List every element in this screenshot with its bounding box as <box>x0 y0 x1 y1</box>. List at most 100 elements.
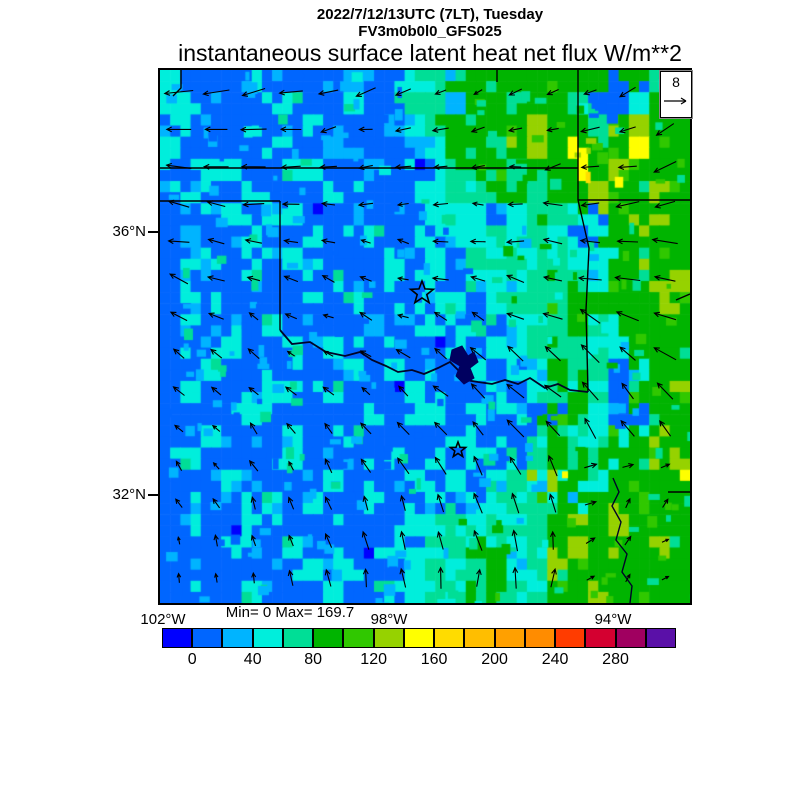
wind-vector-arrow <box>361 530 370 550</box>
colorbar-cell <box>494 628 525 648</box>
wind-vector-arrow <box>358 126 373 133</box>
wind-vector-arrow <box>584 462 598 469</box>
wind-vector-arrow <box>615 311 639 322</box>
wind-vector-arrow <box>176 572 182 583</box>
wind-reference-arrow-icon <box>664 97 687 105</box>
wind-vector-arrow <box>622 463 635 469</box>
wind-vector-arrow <box>319 164 337 170</box>
map-frame <box>158 68 692 605</box>
wind-vector-arrow <box>210 348 223 359</box>
wind-vector-arrow <box>394 88 412 96</box>
lat-tick-label: 36°N <box>112 223 146 240</box>
wind-vector-arrow <box>250 534 257 547</box>
wind-vector-arrow <box>616 238 639 245</box>
lon-tick-label: 98°W <box>370 611 408 628</box>
colorbar-cell <box>464 628 495 648</box>
wind-vector-arrow <box>284 313 298 320</box>
city-star-marker <box>448 439 468 459</box>
wind-vector-arrow <box>581 381 599 401</box>
wind-vector-arrow <box>542 312 563 320</box>
wind-vector-arrow <box>431 127 449 133</box>
wind-vector-arrow <box>661 575 670 581</box>
wind-vector-arrow <box>359 350 372 358</box>
wind-vector-arrow <box>249 422 258 435</box>
wind-vector-arrow <box>394 164 412 170</box>
wind-vector-arrow <box>394 127 411 133</box>
wind-vector-arrow <box>395 349 411 359</box>
wind-vector-arrow <box>656 382 674 400</box>
wind-vector-arrow <box>507 345 524 362</box>
wind-vector-arrow <box>362 495 369 511</box>
wind-vector-arrow <box>246 275 261 282</box>
wind-vector-arrow <box>577 275 602 282</box>
wind-vector-arrow <box>361 386 371 396</box>
wind-vector-arrow <box>279 126 302 133</box>
wind-vector-arrow <box>281 201 300 207</box>
colorbar-tick-label: 160 <box>420 651 448 668</box>
wind-vector-arrow <box>505 239 525 245</box>
wind-vector-arrow <box>654 200 676 209</box>
lon-tick-label: 94°W <box>594 611 632 628</box>
wind-vector-arrow <box>542 200 563 207</box>
wind-vector-arrow <box>584 417 597 439</box>
colorbar-cell <box>524 628 556 648</box>
colorbar-tick-label: 240 <box>541 651 569 668</box>
flux-heatmap <box>160 70 690 603</box>
wind-vector-arrow <box>242 201 265 208</box>
wind-vector-arrow <box>396 201 409 207</box>
wind-vector-arrow <box>542 275 563 282</box>
colorbar-cell <box>252 628 283 648</box>
wind-vector-arrow <box>283 238 299 245</box>
wind-vector-arrow <box>398 385 409 397</box>
wind-vector-arrow <box>204 126 228 133</box>
wind-vector-arrow <box>617 164 637 171</box>
wind-vector-arrow <box>210 386 222 396</box>
lat-tick-mark <box>148 494 159 496</box>
wind-vector-arrow <box>324 422 333 434</box>
wind-vector-arrow <box>579 238 601 244</box>
wind-vector-arrow <box>580 164 600 170</box>
wind-vector-arrow <box>174 424 184 433</box>
wind-vector-arrow <box>241 87 266 97</box>
wind-vector-arrow <box>362 567 369 588</box>
wind-vector-arrow <box>511 492 520 514</box>
title-block: 2022/7/12/13UTC (7LT), Tuesday FV3m0b0l0… <box>30 6 800 66</box>
wind-vector-arrow <box>653 274 676 282</box>
wind-vector-arrow <box>320 201 336 207</box>
colorbar-tick-label: 40 <box>243 651 262 668</box>
wind-vector-arrow <box>280 164 301 171</box>
wind-vector-arrow <box>244 238 263 244</box>
wind-reference-box: 8 <box>660 71 692 118</box>
wind-vector-arrow <box>549 530 556 550</box>
wind-vector-arrow <box>469 238 486 245</box>
wind-vector-arrow <box>212 497 221 509</box>
wind-vector-arrow <box>432 201 449 208</box>
lat-tick-label: 32°N <box>112 486 146 503</box>
wind-vector-arrow <box>580 344 600 363</box>
wind-vector-arrow <box>322 386 335 396</box>
wind-vector-arrow <box>175 460 183 471</box>
wind-vector-arrow <box>615 201 640 209</box>
wind-vector-arrow <box>357 201 374 208</box>
wind-vector-arrow <box>618 126 636 134</box>
wind-vector-arrow <box>436 493 445 513</box>
wind-vector-arrow <box>211 424 221 432</box>
wind-vector-arrow <box>507 126 523 133</box>
colorbar-cell <box>222 628 253 648</box>
lon-tick-label: 102°W <box>140 611 186 628</box>
wind-vector-arrow <box>324 568 332 587</box>
wind-vector-arrow <box>512 566 519 589</box>
wind-vector-arrow <box>586 575 596 581</box>
wind-vector-arrow <box>621 382 634 400</box>
wind-vector-arrow <box>399 567 407 588</box>
wind-vector-arrow <box>624 535 632 546</box>
wind-vector-arrow <box>432 164 448 170</box>
wind-vector-arrow <box>167 199 190 208</box>
colorbar-cell <box>645 628 676 648</box>
wind-vector-arrow <box>206 275 225 282</box>
wind-vector-arrow <box>286 422 296 434</box>
wind-vector-arrow <box>213 533 219 547</box>
wind-vector-arrow <box>324 532 333 548</box>
wind-vector-arrow <box>250 496 257 510</box>
